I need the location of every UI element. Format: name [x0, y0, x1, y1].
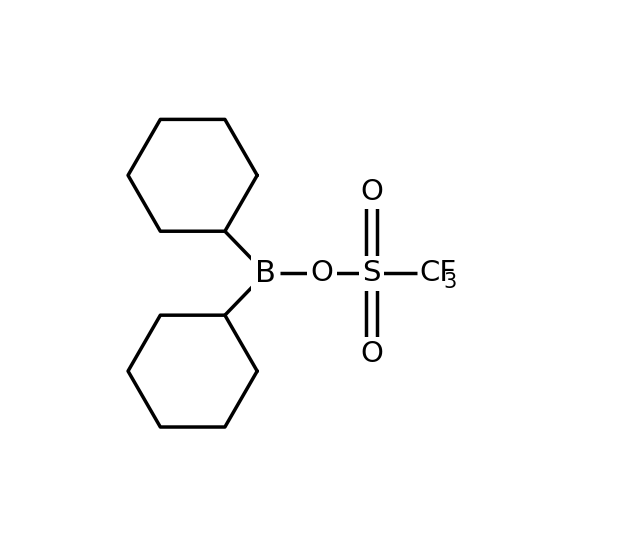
Text: O: O: [360, 340, 383, 368]
Text: S: S: [362, 259, 381, 287]
Text: 3: 3: [444, 272, 457, 292]
Text: CF: CF: [420, 259, 457, 287]
Text: O: O: [360, 178, 383, 206]
Text: O: O: [310, 259, 333, 287]
Text: B: B: [255, 259, 276, 288]
